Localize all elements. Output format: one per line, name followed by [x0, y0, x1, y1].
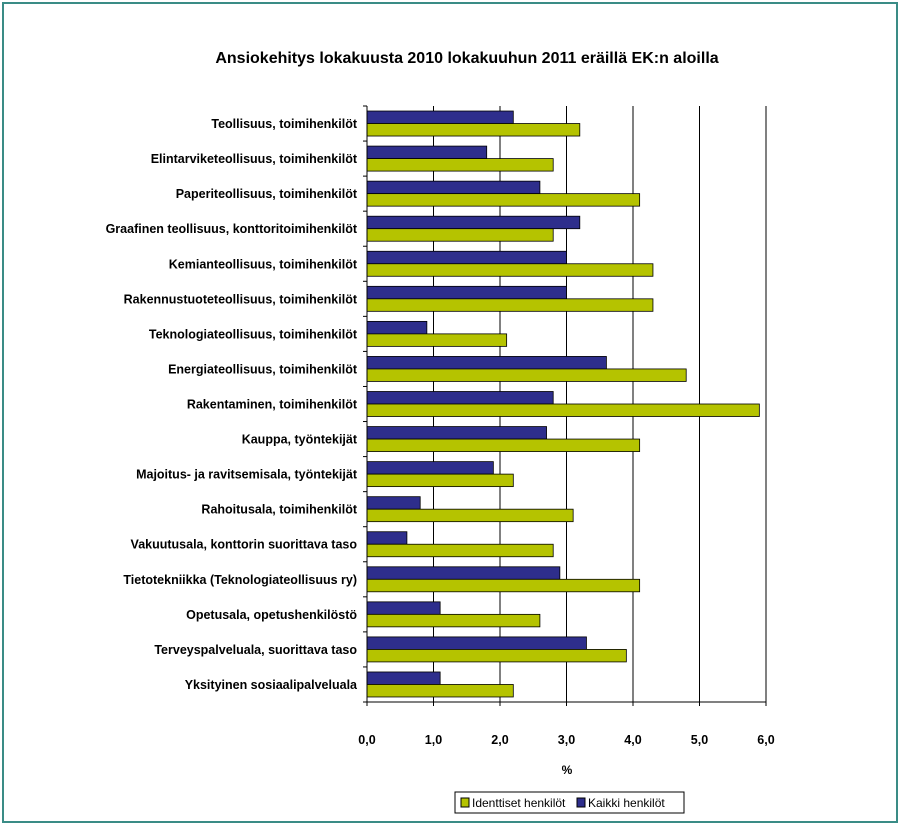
bar-kaikki	[366, 601, 441, 615]
bar-identtiset	[366, 649, 627, 663]
x-tick-labels: 0,0 1,0 2,0 3,0 4,0 5,0 6,0	[358, 733, 774, 747]
bar-kaikki	[366, 391, 554, 405]
category-label: Opetusala, opetushenkilöstö	[186, 608, 357, 622]
category-labels: Teollisuus, toimihenkilöt Elintarviketeol…	[106, 117, 358, 692]
bar-identtiset	[366, 578, 641, 593]
bar-kaikki	[366, 285, 567, 300]
bar-identtiset	[366, 333, 508, 347]
bar-kaikki	[366, 496, 421, 510]
bar-identtiset	[366, 193, 641, 207]
category-label: Rakennustuoteteollisuus, toimihenkilöt	[124, 292, 358, 306]
x-tick-label: 2,0	[491, 733, 508, 747]
bar-kaikki	[366, 671, 441, 685]
legend-label-kaikki: Kaikki henkilöt	[588, 796, 665, 810]
legend: Identtiset henkilöt Kaikki henkilöt	[454, 791, 685, 814]
x-tick-label: 1,0	[425, 733, 442, 747]
legend-swatch-identtiset	[460, 797, 470, 808]
bars	[366, 110, 760, 698]
legend-swatch-kaikki	[576, 797, 586, 808]
bar-kaikki	[366, 180, 541, 195]
category-label: Terveyspalveluala, suorittava taso	[154, 643, 357, 657]
legend-label-identtiset: Identtiset henkilöt	[472, 796, 566, 810]
bar-identtiset	[366, 158, 554, 172]
x-tick-label: 6,0	[757, 733, 774, 747]
axes	[363, 105, 767, 706]
category-label: Elintarviketeollisuus, toimihenkilöt	[151, 152, 358, 166]
bar-kaikki	[366, 636, 587, 650]
x-tick-label: 3,0	[558, 733, 575, 747]
category-label: Tietotekniikka (Teknologiateollisuus ry)	[123, 573, 357, 587]
x-tick-label: 5,0	[691, 733, 708, 747]
bar-kaikki	[366, 145, 488, 159]
bar-kaikki	[366, 215, 581, 230]
bar-kaikki	[366, 250, 567, 265]
bar-kaikki	[366, 461, 494, 475]
bar-identtiset	[366, 543, 554, 558]
category-label: Vakuutusala, konttorin suorittava taso	[131, 538, 358, 552]
x-tick-label: 0,0	[358, 733, 375, 747]
bar-identtiset	[366, 298, 654, 312]
bar-identtiset	[366, 684, 514, 698]
category-label: Kauppa, työntekijät	[242, 433, 358, 447]
bar-identtiset	[366, 123, 581, 137]
x-tick-label: 4,0	[624, 733, 641, 747]
legend-box	[454, 791, 685, 814]
category-label: Majoitus- ja ravitsemisala, työntekijät	[136, 468, 358, 482]
bar-identtiset	[366, 473, 514, 488]
category-label: Kemianteollisuus, toimihenkilöt	[169, 257, 358, 271]
chart-title: Ansiokehitys lokakuusta 2010 lokakuuhun …	[215, 50, 718, 67]
bar-identtiset	[366, 438, 641, 452]
category-label: Teknologiateollisuus, toimihenkilöt	[149, 327, 358, 341]
bar-identtiset	[366, 228, 554, 242]
bar-identtiset	[366, 368, 687, 382]
category-label: Paperiteollisuus, toimihenkilöt	[176, 187, 358, 201]
bar-kaikki	[366, 426, 547, 440]
category-label: Rahoitusala, toimihenkilöt	[201, 503, 357, 517]
x-axis-title: %	[562, 763, 573, 777]
bar-identtiset	[366, 613, 541, 628]
bar-identtiset	[366, 263, 654, 277]
category-label: Graafinen teollisuus, konttoritoimihenki…	[106, 222, 358, 236]
bar-kaikki	[366, 320, 428, 335]
bar-identtiset	[366, 508, 574, 523]
bar-kaikki	[366, 110, 514, 124]
category-label: Yksityinen sosiaalipalveluala	[185, 678, 358, 692]
category-label: Rakentaminen, toimihenkilöt	[187, 398, 358, 412]
bar-identtiset	[366, 403, 760, 417]
category-label: Teollisuus, toimihenkilöt	[211, 117, 357, 131]
bar-kaikki	[366, 566, 561, 580]
bar-kaikki	[366, 356, 607, 370]
category-label: Energiateollisuus, toimihenkilöt	[168, 362, 358, 376]
bar-kaikki	[366, 531, 408, 545]
